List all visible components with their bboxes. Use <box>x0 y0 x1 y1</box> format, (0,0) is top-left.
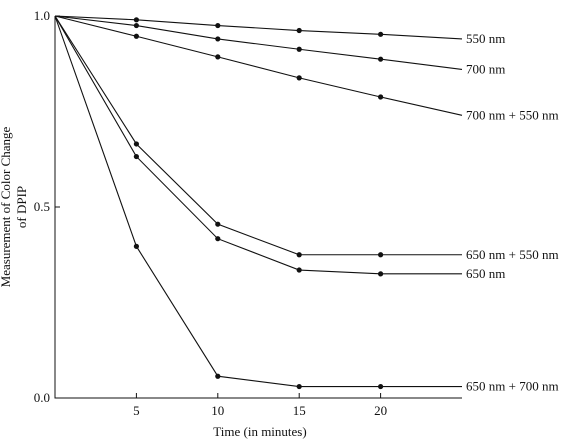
data-point <box>133 17 139 23</box>
data-point <box>296 75 302 81</box>
data-point <box>378 31 384 37</box>
y-axis-title: Measurement of Color Change of DPIP <box>0 126 29 287</box>
data-point <box>215 36 221 42</box>
x-axis-title: Time (in minutes) <box>213 424 306 439</box>
y-tick-label: 0.5 <box>34 199 50 214</box>
data-point <box>296 252 302 258</box>
y-tick-label: 0.0 <box>34 390 50 405</box>
series-line <box>54 15 463 116</box>
series-line <box>54 15 462 388</box>
series-5: 650 nm + 700 nm <box>54 15 559 394</box>
series-3: 650 nm + 550 nm <box>54 15 559 262</box>
y-axis-title-line-2: of DPIP <box>14 186 29 228</box>
series-line <box>54 15 462 275</box>
data-point <box>378 94 384 100</box>
data-point <box>296 267 302 273</box>
data-point <box>133 243 139 249</box>
data-point <box>133 22 139 29</box>
data-point <box>215 22 221 29</box>
x-tick-label: 20 <box>374 403 387 418</box>
data-point <box>296 27 302 34</box>
data-point <box>215 54 221 60</box>
axes: 0.0 0.5 1.0 5 10 15 20 <box>34 8 462 418</box>
data-point <box>215 221 221 227</box>
series-line <box>54 15 463 71</box>
data-point <box>378 252 384 258</box>
series-line <box>54 15 463 40</box>
data-point <box>215 373 221 379</box>
series-line <box>54 15 462 256</box>
series-label: 700 nm + 550 nm <box>466 107 559 122</box>
data-point <box>133 33 139 39</box>
series-4: 650 nm <box>54 15 505 281</box>
y-axis-title-line-1: Measurement of Color Change <box>0 126 13 287</box>
data-point <box>133 153 139 160</box>
series-label: 700 nm <box>466 61 505 76</box>
series-layer: 550 nm 700 nm 700 nm + 550 nm 650 nm + 550 … <box>54 15 559 394</box>
x-tick-label: 15 <box>293 403 306 418</box>
x-tick-label: 10 <box>211 403 224 418</box>
y-tick-label: 1.0 <box>34 8 50 23</box>
series-1: 700 nm <box>54 15 505 76</box>
axis-frame <box>54 16 462 399</box>
data-point <box>378 56 384 62</box>
data-point <box>296 383 302 390</box>
series-2: 700 nm + 550 nm <box>54 15 559 122</box>
series-label: 650 nm <box>466 266 505 281</box>
data-point <box>378 271 384 277</box>
x-tick-label: 5 <box>133 403 140 418</box>
data-point <box>296 46 302 52</box>
data-point <box>215 236 221 242</box>
series-label: 650 nm + 700 nm <box>466 379 559 394</box>
data-point <box>133 141 139 147</box>
series-label: 550 nm <box>466 31 505 46</box>
series-label: 650 nm + 550 nm <box>466 247 559 262</box>
series-0: 550 nm <box>54 15 505 46</box>
data-point <box>378 383 384 390</box>
